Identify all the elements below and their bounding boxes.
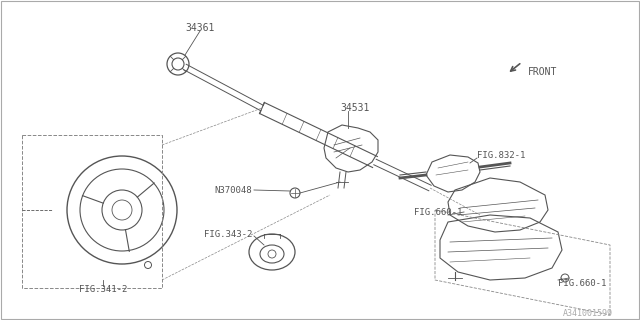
Text: FIG.343-2: FIG.343-2 [204,229,252,238]
Text: 34531: 34531 [340,103,370,113]
Text: FRONT: FRONT [528,67,557,77]
Text: FIG.832-1: FIG.832-1 [477,150,525,159]
Text: FIG.660-1: FIG.660-1 [558,278,606,287]
Text: N370048: N370048 [214,186,252,195]
Text: FIG.341-2: FIG.341-2 [79,284,127,293]
Text: A341001599: A341001599 [563,308,613,317]
Text: FIG.660-1: FIG.660-1 [413,207,462,217]
Text: 34361: 34361 [186,23,214,33]
